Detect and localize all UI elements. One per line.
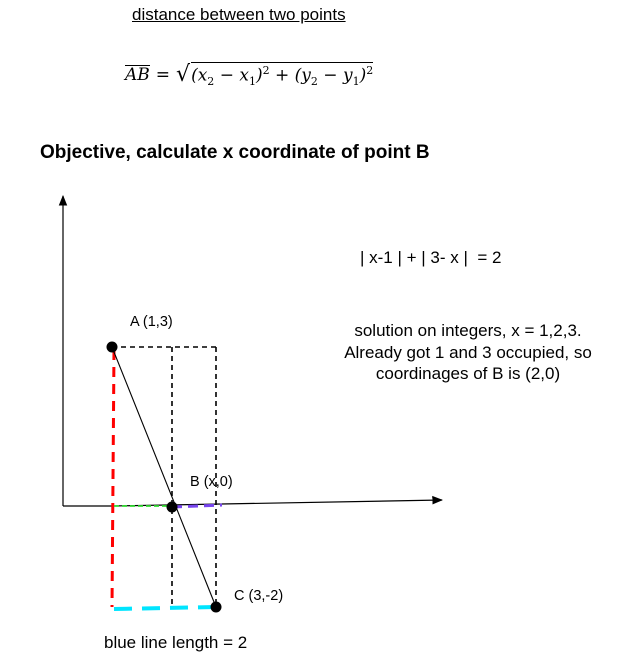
solution-line-1: solution on integers, x = 1,2,3. [354,321,582,340]
formula-lhs: AB [125,65,150,86]
point-c-label: C (3,-2) [234,588,284,604]
solution-line-3: coordinages of B is (2,0) [375,364,561,383]
formula-sq2: 2 [366,64,374,77]
formula-x2: x [197,65,208,86]
formula-y2-sub: 2 [310,75,318,89]
formula-open2: ( [294,65,302,86]
solution-text: solution on integers, x = 1,2,3. Already… [330,320,606,385]
purple-dash-line [171,503,223,509]
formula-close1: ) [255,65,263,86]
point-b-label: B (x,0) [190,474,233,490]
cyan-dash-line [113,605,217,611]
x-axis [111,495,444,507]
segment-ac [111,346,217,608]
formula-sq1: 2 [262,64,270,77]
formula-x2-sub: 2 [207,75,215,89]
formula-plus: + [269,65,295,86]
formula-y1: y [342,65,353,86]
formula-minus1: − [214,65,240,86]
title-link[interactable]: distance between two points [132,5,346,24]
point-c [210,601,222,613]
point-a-label: A (1,3) [130,314,173,330]
absolute-value-equation: | x-1 | + | 3- x | = 2 [360,248,502,267]
formula-minus2: − [317,65,343,86]
formula-x1: x [239,65,249,86]
objective-heading: Objective, calculate x coordinate of poi… [40,142,430,163]
formula-open1: ( [191,65,198,86]
point-b [166,501,178,513]
radical-icon: √ [176,61,191,87]
solution-line-2: Already got 1 and 3 occupied, so [344,342,592,362]
formula-equals: = [155,64,171,85]
formula-close2: ) [359,65,367,86]
caption-text: blue line length = 2 [104,633,248,652]
red-dash-line [110,349,116,608]
formula-radicand: (x2 − x1)2 + (y2 − y1)2 [191,62,374,89]
formula-y2: y [301,65,311,86]
formula-y1-sub: 1 [352,75,360,89]
formula-x1-sub: 1 [248,75,256,89]
distance-formula: AB = √ (x2 − x1)2 + (y2 − y1)2 [125,61,374,89]
point-a [106,341,118,353]
